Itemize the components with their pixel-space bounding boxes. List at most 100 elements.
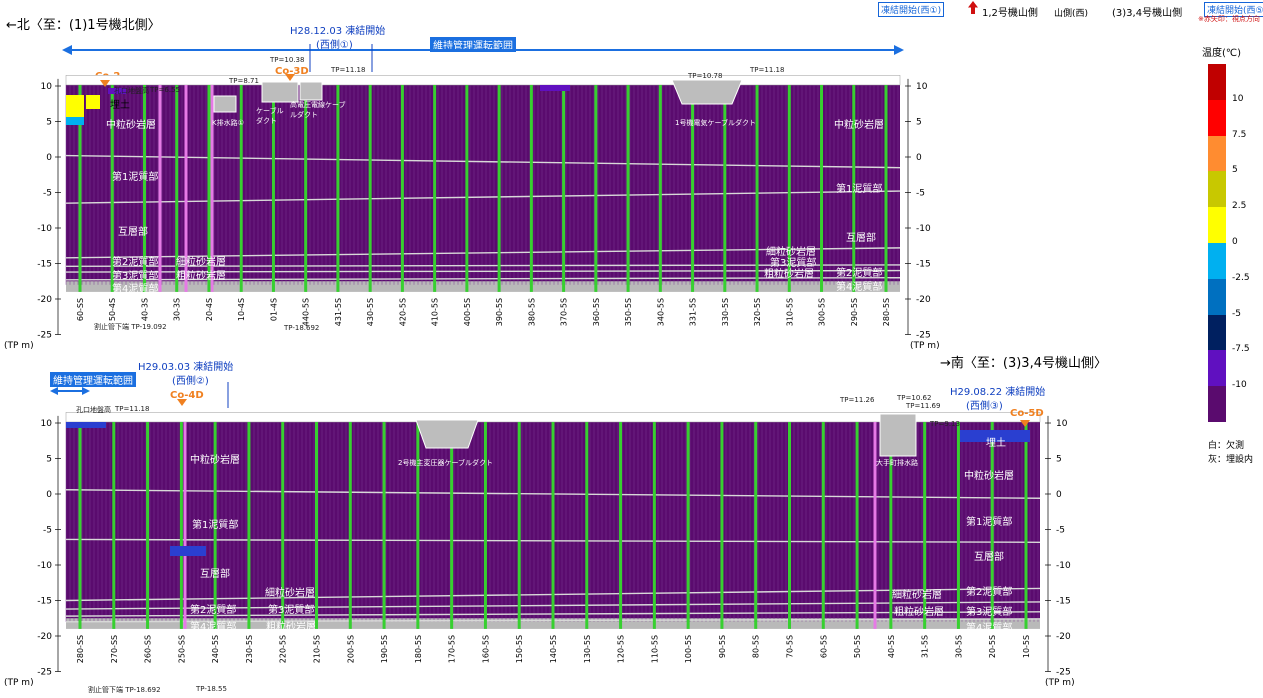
red-arrow-icon xyxy=(968,1,978,14)
legend-tick-label: -2.5 xyxy=(1232,272,1250,283)
p2-tick-label: -10 xyxy=(1056,561,1071,571)
p1-freeze-pipe xyxy=(626,85,630,292)
legend-color-step xyxy=(1208,314,1226,351)
panel1-duct-box xyxy=(213,95,237,113)
p2-tick-label: 10 xyxy=(41,419,53,429)
panel1-maint-range: 維持管理運転範囲 xyxy=(430,37,516,52)
unit12-mountain-label: 1,2号機山側 xyxy=(982,8,1038,19)
p1-layer-line xyxy=(65,247,901,259)
p2-freeze-pipe xyxy=(315,422,318,629)
p2-pipe-label: 230-5S xyxy=(245,635,254,663)
p1-freeze-pipe xyxy=(175,85,179,292)
panel2-layer-l5: 第3泥質部 xyxy=(268,605,315,616)
panel2-layer-l3: 細粒砂岩層 xyxy=(265,588,315,599)
panel1-layer-r4: 第3泥質部 xyxy=(770,258,817,269)
panel1-freeze-sub: (西側①) xyxy=(316,40,353,51)
p1-freeze-pipe xyxy=(336,85,340,292)
legend-tick-label: -10 xyxy=(1232,380,1247,391)
legend-tick-label: 10 xyxy=(1232,93,1244,104)
p2-freeze-pipe xyxy=(281,422,285,629)
panel2-layer-l4: 第2泥質部 xyxy=(190,605,237,616)
p2-pink-pipe xyxy=(183,422,187,629)
p1-tick-label: 0 xyxy=(46,153,52,163)
p1-pipe-label: 10-4S xyxy=(237,298,246,321)
panel2-co4d: Co-4D xyxy=(170,390,204,401)
p2-pipe-label: 200-5S xyxy=(346,635,355,663)
panel2-maint-range: 維持管理運転範囲 xyxy=(50,372,136,387)
panel1-layer-r2: 互層部 xyxy=(846,233,876,244)
legend-color-step xyxy=(1208,207,1226,243)
p1-pipe-label: 360-5S xyxy=(592,298,601,326)
panel2-cold-patch xyxy=(170,546,206,556)
p1-freeze-pipe xyxy=(78,85,82,292)
p2-pipe-label: 30-5S xyxy=(954,635,963,658)
p2-tick-label: 5 xyxy=(46,455,52,465)
p2-pipe-label: 170-5S xyxy=(448,635,457,663)
panel2-layer-l7: 粗粒砂岩層 xyxy=(266,622,316,633)
panel2-tp-1: TP=11.26 xyxy=(840,396,875,404)
p1-pipe-label: 330-5S xyxy=(721,298,730,326)
panel2-co5d: Co-5D xyxy=(1010,408,1044,419)
panel1-range-arrowhead-left xyxy=(62,45,72,55)
legend-tick-label: 7.5 xyxy=(1232,129,1247,140)
p1-freeze-pipe xyxy=(852,85,856,292)
p2-pipe-label: 130-5S xyxy=(583,635,592,663)
p2-pipe-label: 160-5S xyxy=(481,635,490,663)
p1-freeze-pipe xyxy=(207,85,211,292)
panel1-bottom-tp: TP-18.692 xyxy=(284,324,320,332)
p1-freeze-pipe xyxy=(755,85,759,292)
panel1-warm-patch xyxy=(66,95,84,117)
panel1-duct2: ケーブルダクト xyxy=(256,107,284,125)
panel2-duct-box xyxy=(879,413,917,457)
p1-tick-label: -5 xyxy=(916,189,925,199)
panel2-co-marker-icon xyxy=(177,399,187,406)
p1-tick-label: -20 xyxy=(37,295,52,305)
panel1-layer-l1: 第1泥質部 xyxy=(112,172,159,183)
p2-pipe-label: 120-5S xyxy=(617,635,626,663)
panel2-range-arrowhead-left xyxy=(50,387,58,395)
panel1-blue-patch xyxy=(108,88,126,94)
panel2-layer-r2: 互層部 xyxy=(974,552,1004,563)
panel2-duct-box xyxy=(415,419,479,449)
panel1-tp-1: TP=8.71 xyxy=(229,77,259,85)
legend-color-step xyxy=(1208,350,1226,387)
p2-freeze-pipe xyxy=(382,422,386,629)
panel2-layer-r4: 第2泥質部 xyxy=(966,587,1013,598)
p2-tick-label: 10 xyxy=(1056,419,1068,429)
p1-freeze-pipe xyxy=(304,85,308,292)
p2-freeze-pipe xyxy=(517,422,521,629)
p1-buried-band xyxy=(66,281,900,292)
p1-freeze-pipe xyxy=(562,85,566,292)
p1-freeze-pipe xyxy=(658,85,662,292)
p1-top-hatch xyxy=(65,75,901,86)
p1-pipe-label: 350-5S xyxy=(624,298,633,326)
panel1-freeze-date: H28.12.03 凍結開始 xyxy=(290,26,386,37)
p1-layer-line xyxy=(65,190,901,204)
p1-pipe-label: 390-5S xyxy=(495,298,504,326)
panel2-bottom-note: 割止管下端 TP-18.692 xyxy=(88,686,161,694)
panel1-duct3: 高電圧電線ケーブルダクト xyxy=(290,101,346,119)
panel1-layer-l7: 第4泥質部 xyxy=(112,284,159,295)
p1-tick-label: -5 xyxy=(43,189,52,199)
p1-freeze-pipe xyxy=(723,85,727,292)
p1-tick-label: -25 xyxy=(37,331,52,341)
p1-pipe-label: 300-5S xyxy=(818,298,827,326)
p1-freeze-pipe xyxy=(497,85,501,292)
legend-tick-label: 0 xyxy=(1232,237,1238,247)
p1-freeze-pipe xyxy=(110,85,114,292)
panel2-range-arrowhead-right xyxy=(82,387,90,395)
p2-pipe-label: 250-SS xyxy=(177,635,186,663)
panel1-layer-r5: 粗粒砂岩層 xyxy=(764,269,814,280)
p1-tick-label: 10 xyxy=(916,82,928,92)
p2-tick-label: 0 xyxy=(1056,490,1062,500)
panel1-layer-r7: 第4泥質部 xyxy=(836,282,883,293)
panel2-duct2: 大手町排水路 xyxy=(876,459,918,467)
panel2-layer-r1: 第1泥質部 xyxy=(966,517,1013,528)
panel2-layer-l0: 中粒砂岩層 xyxy=(190,455,240,466)
p1-tick-label: -20 xyxy=(916,295,931,305)
p2-tick-label: -25 xyxy=(37,668,52,678)
p1-tick-label: -10 xyxy=(916,224,931,234)
p2-pipe-label: 31-5S xyxy=(921,635,930,658)
legend-tick-label: 2.5 xyxy=(1232,201,1247,212)
panel2-tp-4: TP=9.13 xyxy=(930,420,960,428)
